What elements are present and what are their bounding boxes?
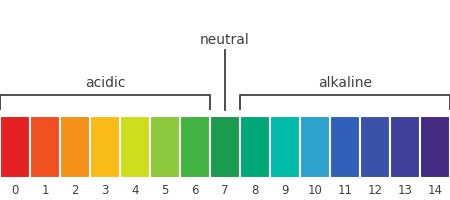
Bar	[270, 116, 300, 178]
Text: 8: 8	[251, 184, 259, 197]
Bar	[390, 116, 420, 178]
Text: 6: 6	[191, 184, 199, 197]
Bar	[180, 116, 210, 178]
Text: 14: 14	[428, 184, 442, 197]
Text: 4: 4	[131, 184, 139, 197]
Text: alkaline: alkaline	[318, 76, 372, 90]
Text: 9: 9	[281, 184, 289, 197]
Text: 11: 11	[338, 184, 352, 197]
Bar	[300, 116, 330, 178]
Text: neutral: neutral	[200, 33, 250, 47]
Text: 5: 5	[161, 184, 169, 197]
Bar	[30, 116, 60, 178]
Bar	[60, 116, 90, 178]
Bar	[330, 116, 360, 178]
Text: 12: 12	[368, 184, 382, 197]
Text: 3: 3	[101, 184, 109, 197]
Bar	[240, 116, 270, 178]
Bar	[90, 116, 120, 178]
Bar	[0, 116, 30, 178]
Bar	[420, 116, 450, 178]
Text: 0: 0	[11, 184, 19, 197]
Bar	[360, 116, 390, 178]
Text: 13: 13	[397, 184, 413, 197]
Bar	[120, 116, 150, 178]
Text: 10: 10	[307, 184, 323, 197]
Bar	[150, 116, 180, 178]
Text: acidic: acidic	[85, 76, 125, 90]
Text: 7: 7	[221, 184, 229, 197]
Text: 2: 2	[71, 184, 79, 197]
Bar	[210, 116, 240, 178]
Text: 1: 1	[41, 184, 49, 197]
